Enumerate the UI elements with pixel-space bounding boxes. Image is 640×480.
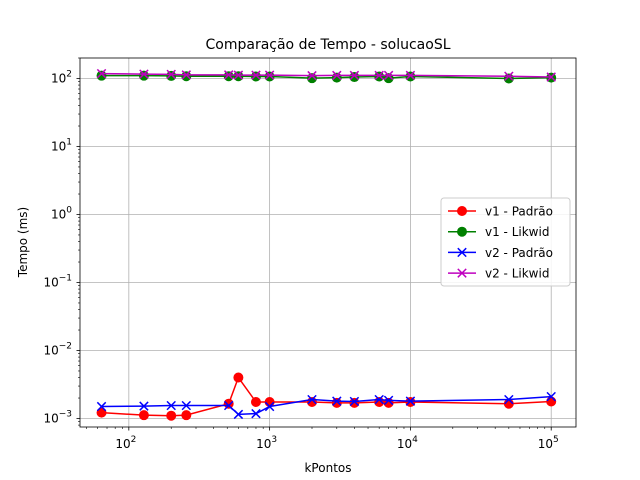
legend: v1 - Padrão v1 - Likwid v2 - Padrão v2 - Li… — [440, 197, 571, 287]
data-point — [383, 395, 394, 406]
data-point — [96, 407, 107, 418]
x-tick-label: 105 — [538, 435, 559, 451]
data-point — [504, 71, 514, 81]
series-line — [101, 375, 552, 417]
data-point — [349, 72, 360, 83]
data-point — [138, 410, 149, 421]
data-point — [181, 70, 192, 80]
data-point — [546, 396, 557, 407]
y-tick-label: 101 — [51, 137, 72, 153]
data-point — [250, 71, 261, 82]
data-point — [166, 70, 177, 81]
data-point — [223, 70, 234, 80]
y-tick-label: 10−3 — [43, 410, 72, 426]
data-point — [546, 391, 556, 402]
legend-label: v1 - Likwid — [485, 225, 549, 239]
y-tick-label: 100 — [51, 205, 72, 221]
x-tick-label: 103 — [256, 435, 277, 451]
data-point — [166, 69, 176, 80]
data-point — [331, 397, 342, 408]
data-point — [96, 70, 107, 81]
x-tick-label: 102 — [115, 435, 136, 451]
data-point — [349, 70, 360, 81]
legend-entry: v2 - Likwid — [448, 267, 549, 281]
y-tick-label: 10−1 — [43, 273, 72, 289]
data-point — [457, 247, 467, 258]
data-point — [546, 72, 556, 82]
data-point — [264, 71, 275, 82]
data-point — [181, 400, 192, 411]
data-point — [96, 401, 107, 412]
tick-labels: 102 103 104 105 10−3 10−2 10−1 100 101 102 — [43, 69, 558, 451]
y-tick-label: 10−2 — [43, 341, 72, 357]
data-point — [223, 400, 234, 411]
data-point — [349, 396, 360, 407]
data-point — [457, 206, 467, 216]
series-layer — [96, 68, 557, 421]
legend-label: v2 - Likwid — [485, 267, 549, 281]
legend-entry: v2 - Padrão — [448, 246, 553, 260]
data-point — [223, 71, 234, 82]
data-point — [251, 408, 261, 419]
legend-box — [440, 197, 571, 287]
x-axis-label: kPontos — [304, 461, 351, 475]
data-point — [374, 70, 384, 81]
data-point — [332, 70, 342, 81]
data-point — [251, 70, 261, 80]
data-point — [139, 401, 149, 411]
data-point — [307, 394, 317, 405]
data-point — [405, 71, 416, 82]
x-tick-label: 104 — [397, 435, 418, 451]
data-point — [166, 400, 176, 411]
data-point — [181, 410, 192, 421]
data-point — [233, 372, 244, 383]
data-point — [332, 396, 342, 406]
legend-entry: v1 - Likwid — [448, 225, 549, 239]
data-point — [166, 410, 177, 421]
data-point — [405, 396, 416, 406]
data-point — [138, 70, 149, 81]
series-3 — [96, 68, 556, 82]
data-point — [504, 394, 514, 405]
data-point — [181, 71, 192, 82]
data-point — [349, 397, 360, 408]
data-point — [264, 70, 275, 80]
legend-label: v2 - Padrão — [485, 246, 553, 260]
axes — [76, 57, 577, 431]
data-point — [264, 396, 275, 407]
series-line — [101, 72, 552, 78]
data-point — [405, 70, 416, 81]
data-point — [307, 70, 317, 81]
y-axis-label: Tempo (ms) — [16, 207, 30, 278]
data-point — [457, 268, 467, 278]
data-point — [250, 396, 261, 407]
legend-entry: v1 - Padrão — [448, 205, 553, 219]
legend-label: v1 - Padrão — [485, 205, 553, 219]
y-tick-label: 102 — [51, 69, 72, 85]
data-point — [223, 398, 234, 409]
data-point — [139, 69, 149, 79]
data-point — [374, 394, 384, 405]
data-point — [383, 70, 394, 81]
series-line — [101, 74, 552, 80]
data-point — [233, 71, 244, 82]
series-line — [101, 395, 552, 416]
chart-title: Comparação de Tempo - solucaoSL — [206, 37, 451, 53]
series-2 — [96, 391, 556, 420]
data-point — [96, 68, 107, 79]
data-point — [457, 226, 467, 237]
data-point — [264, 401, 275, 412]
data-point — [233, 409, 244, 420]
data-point — [233, 70, 244, 80]
data-point — [374, 71, 385, 82]
plot-frame — [79, 57, 577, 428]
